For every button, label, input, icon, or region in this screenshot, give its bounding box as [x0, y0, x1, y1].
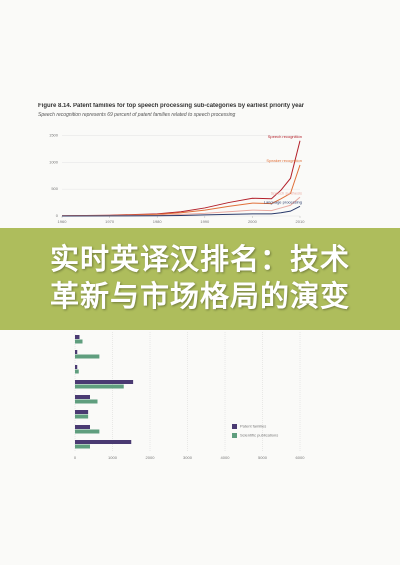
bar [75, 410, 89, 414]
x-tick-label: 3000 [183, 455, 193, 460]
figure-subtitle: Speech recognition represents 69 percent… [38, 112, 236, 118]
series-line [61, 164, 301, 217]
legend-label: Speech recognition [268, 134, 302, 139]
legend-label: Language processing [264, 199, 302, 204]
x-tick-label: 0 [74, 455, 77, 460]
legend-label: Speech synthesis [271, 190, 302, 195]
bar [75, 380, 134, 384]
x-tick-label: 1980 [153, 219, 163, 224]
legend-label: Patent families [240, 424, 266, 429]
bar [75, 384, 124, 389]
x-tick-label: 1000 [108, 455, 118, 460]
x-tick-label: 2000 [146, 455, 156, 460]
bar [75, 395, 90, 399]
legend-label: Speaker recognition [266, 158, 302, 163]
banner-title: 实时英译汉排名：技术革新与市场格局的演变 [49, 244, 350, 313]
bar [75, 350, 78, 354]
y-tick-label: 0 [56, 213, 59, 218]
y-tick-label: 500 [51, 186, 58, 191]
y-tick-label: 1500 [49, 132, 59, 137]
x-tick-label: 1960 [58, 219, 68, 224]
series-line [61, 205, 301, 217]
legend-label: Scientific publications [240, 433, 278, 438]
bar [75, 440, 132, 444]
bar [75, 354, 100, 359]
bar [75, 399, 98, 404]
series-line [61, 140, 301, 217]
bar [75, 365, 78, 369]
banner: 实时英译汉排名：技术革新与市场格局的演变 [0, 228, 400, 330]
x-tick-label: 1990 [200, 219, 210, 224]
figure-title: Figure 8.14. Patent families for top spe… [38, 103, 305, 109]
bar [75, 369, 79, 374]
legend-swatch [232, 433, 237, 438]
x-tick-label: 2010 [296, 219, 306, 224]
y-tick-label: 1000 [49, 159, 59, 164]
bar [75, 444, 90, 449]
bar [75, 425, 90, 429]
x-tick-label: 2000 [248, 219, 258, 224]
bar [75, 339, 83, 344]
bar [75, 429, 100, 434]
bar [75, 414, 89, 419]
bar [75, 335, 80, 339]
legend-swatch [232, 424, 237, 429]
x-tick-label: 6000 [296, 455, 306, 460]
x-tick-label: 5000 [258, 455, 268, 460]
x-tick-label: 1970 [105, 219, 115, 224]
x-tick-label: 4000 [221, 455, 231, 460]
